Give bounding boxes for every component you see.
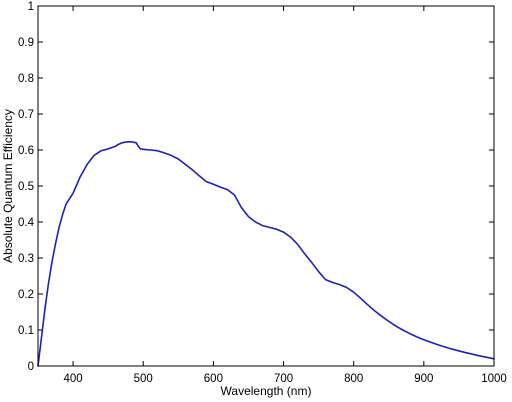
plot-area-frame: [37, 5, 495, 367]
x-tick-label: 700: [274, 373, 293, 385]
ticks-layer: [38, 5, 495, 367]
y-tick-label: 0.6: [18, 145, 34, 157]
x-tick-label: 500: [134, 373, 153, 385]
y-tick-label: 0.5: [18, 181, 34, 193]
y-tick-label: 0.9: [18, 37, 34, 49]
y-tick-label: 0.1: [18, 325, 34, 337]
x-tick-label: 400: [63, 373, 82, 385]
quantum-efficiency-line: [37, 140, 495, 367]
y-tick-label: 0.2: [18, 289, 34, 301]
y-axis-label: Absolute Quantum Efficiency: [1, 109, 15, 263]
x-axis-label: Wavelength (nm): [221, 384, 312, 398]
y-tick-label: 0.8: [18, 73, 34, 85]
y-tick-label: 1: [28, 1, 34, 13]
y-tick-label: 0.3: [18, 253, 34, 265]
y-tick-label: 0.4: [18, 217, 35, 229]
y-tick-label: 0.7: [18, 109, 34, 121]
x-tick-label: 600: [204, 373, 223, 385]
x-tick-label: 800: [344, 373, 363, 385]
tick-labels-layer: 400 500 600 700 800 900 1000 0 0.1 0.2 0.3 0.4 0.5 0.…: [18, 1, 507, 385]
x-tick-label: 900: [414, 373, 433, 385]
series-layer: [37, 140, 495, 367]
y-tick-label: 0: [28, 361, 34, 373]
x-tick-label: 1000: [481, 373, 507, 385]
